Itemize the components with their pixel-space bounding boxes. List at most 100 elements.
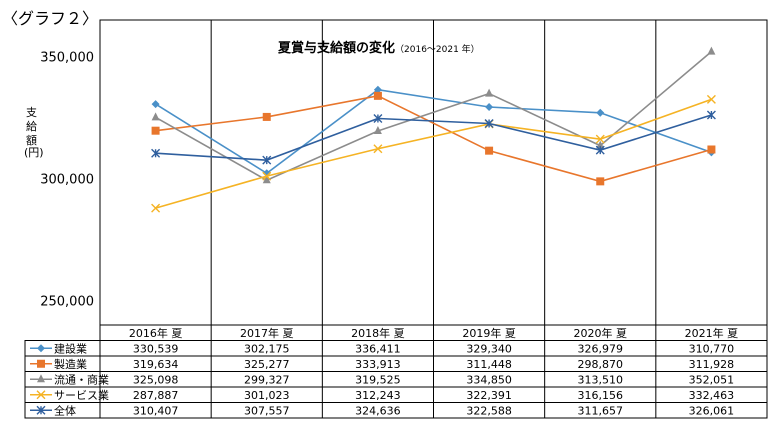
y-tick-label: 350,000	[40, 51, 94, 66]
data-point-star	[706, 110, 716, 120]
series-1	[151, 85, 716, 178]
plot-area: 250,000 300,000 350,000 支給額(円) 夏賞与支給額の変化（201…	[24, 19, 768, 326]
data-point-star	[151, 148, 161, 158]
data-point-triangle	[596, 140, 605, 149]
table-body-frame	[24, 340, 768, 419]
table-cell-value: 334,850	[466, 373, 512, 386]
data-point-diamond	[373, 85, 382, 94]
table-cell-value: 311,928	[689, 358, 735, 371]
table-cell-value: 307,557	[244, 404, 290, 417]
table-row: 製造業 319,634 325,277 333,913 311,448 298,870 31…	[30, 357, 734, 371]
y-axis-label-char: 支	[26, 106, 37, 119]
table-cell-value: 311,657	[578, 404, 624, 417]
data-point-triangle	[707, 46, 716, 55]
category-label: 2021年 夏	[685, 326, 739, 340]
table-cell-value: 352,051	[689, 373, 735, 386]
data-point-x	[373, 144, 383, 154]
category-label: 2017年 夏	[240, 326, 294, 340]
table-cell-value: 319,525	[355, 373, 401, 386]
data-point-square	[373, 91, 382, 100]
table-row: サービス業 287,887 301,023 312,243 322,391 316,156…	[30, 389, 734, 402]
table-cell-value: 310,407	[133, 404, 179, 417]
data-point-square	[37, 359, 45, 368]
table-row: 流通・商業 325,098 299,327 319,525 334,850 313,510…	[30, 372, 734, 386]
data-point-star	[262, 155, 272, 165]
table-row: 建設業 330,539 302,175 336,411 329,340 326,979 31…	[30, 341, 734, 355]
data-table: 2016年 夏 2017年 夏 2018年 夏 2019年 夏 2020年 夏 2021年…	[24, 324, 768, 419]
data-point-triangle	[151, 112, 160, 121]
series-2	[151, 91, 716, 186]
data-point-star	[484, 118, 494, 128]
series-line	[155, 88, 712, 175]
table-cell-value: 312,243	[355, 389, 401, 402]
y-axis-label-char: 額	[26, 134, 37, 147]
series-3	[151, 46, 716, 184]
legend-label: 建設業	[54, 341, 87, 355]
table-row: 全体 310,407 307,557 324,636 322,588 311,657 326…	[30, 403, 734, 417]
data-point-triangle	[262, 175, 271, 184]
data-point-star	[595, 145, 605, 155]
data-point-square	[262, 112, 271, 121]
table-cell-value: 299,327	[244, 373, 290, 386]
table-cell-value: 333,913	[355, 358, 401, 371]
data-point-x	[262, 171, 272, 181]
data-point-square	[151, 126, 160, 135]
figure-caption: 〈グラフ２〉	[2, 9, 98, 28]
data-point-triangle	[373, 125, 382, 134]
series-line	[155, 98, 712, 209]
table-cell-value: 325,277	[244, 358, 290, 371]
series-4	[151, 94, 716, 213]
table-cell-value: 326,061	[689, 404, 735, 417]
table-cell-value: 329,340	[466, 342, 512, 355]
series-line	[155, 114, 712, 161]
data-point-square	[596, 177, 605, 186]
data-point-x	[36, 390, 46, 400]
data-point-diamond	[485, 103, 494, 112]
table-cell-value: 325,098	[133, 373, 179, 386]
table-cell-value: 313,510	[578, 373, 624, 386]
legend-label: 全体	[54, 403, 76, 417]
data-point-square	[707, 145, 716, 154]
category-label: 2018年 夏	[351, 326, 405, 340]
series-5	[151, 110, 716, 165]
table-cell-value: 301,023	[244, 389, 290, 402]
y-tick-label: 300,000	[40, 173, 94, 188]
data-point-triangle	[37, 374, 45, 383]
data-point-triangle	[485, 88, 494, 97]
table-cell-value: 324,636	[355, 404, 401, 417]
series-line	[155, 95, 712, 183]
chart-title: 夏賞与支給額の変化（2016～2021 年）	[277, 40, 480, 56]
y-axis-label-char: 給	[26, 119, 37, 133]
y-tick-label: 250,000	[40, 295, 94, 310]
table-cell-value: 322,391	[466, 389, 512, 402]
table-cell-value: 310,770	[689, 342, 735, 355]
data-point-diamond	[37, 344, 45, 353]
series-line	[155, 50, 712, 182]
legend-label: 製造業	[54, 357, 87, 371]
data-point-x	[595, 134, 605, 144]
table-cell-value: 332,463	[689, 389, 735, 402]
category-label: 2016年 夏	[129, 326, 183, 340]
table-cell-value: 298,870	[578, 358, 624, 371]
table-cell-value: 316,156	[578, 389, 624, 402]
table-cell-value: 322,588	[466, 404, 512, 417]
data-point-diamond	[596, 108, 605, 117]
data-point-square	[485, 146, 494, 155]
data-point-x	[706, 94, 716, 104]
legend-label: サービス業	[54, 389, 109, 402]
category-label: 2020年 夏	[574, 326, 628, 340]
data-point-star	[373, 113, 383, 123]
table-cell-value: 287,887	[133, 389, 179, 402]
table-cell-value: 319,634	[133, 358, 179, 371]
table-cell-value: 311,448	[466, 358, 512, 371]
legend-label: 流通・商業	[54, 372, 109, 386]
table-cell-value: 330,539	[133, 342, 179, 355]
table-cell-value: 326,979	[578, 342, 624, 355]
data-point-diamond	[151, 100, 160, 109]
category-label: 2019年 夏	[462, 326, 516, 340]
data-point-x	[151, 203, 161, 213]
table-cell-value: 336,411	[355, 342, 401, 355]
y-axis-unit: (円)	[24, 146, 44, 159]
data-point-star	[36, 405, 46, 415]
